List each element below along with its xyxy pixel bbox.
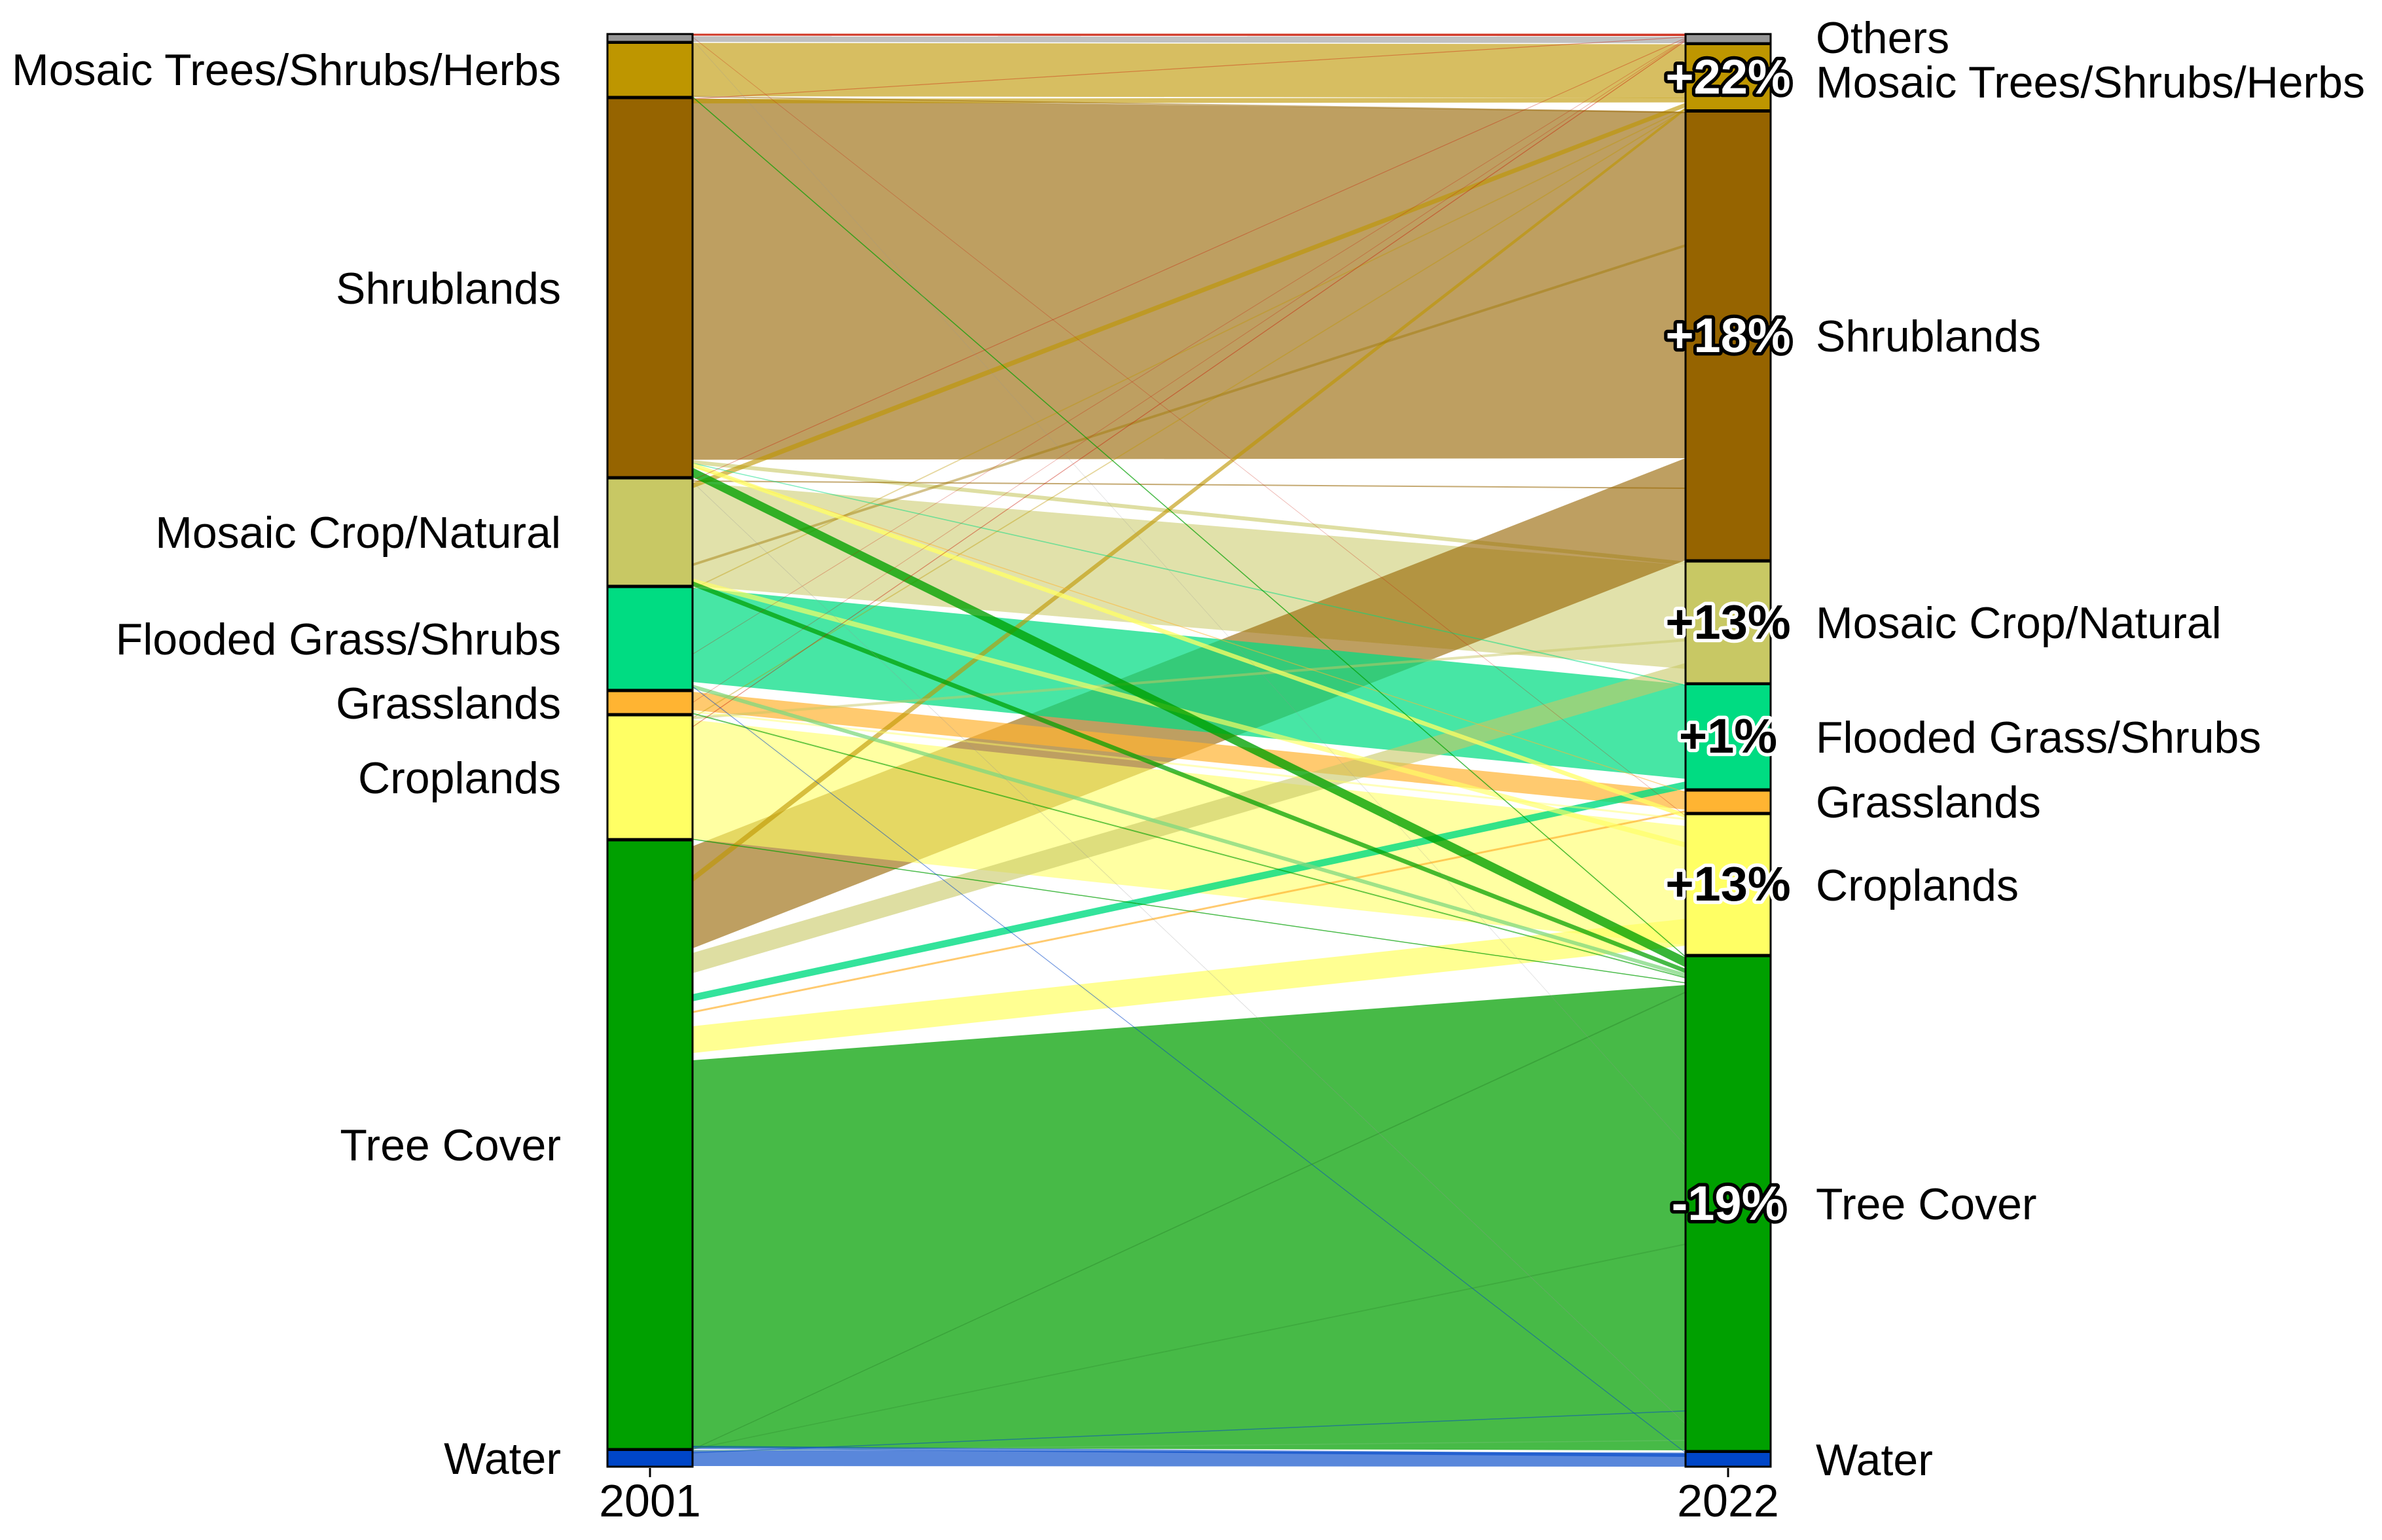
svg-text:Croplands: Croplands — [358, 753, 561, 803]
svg-text:2022: 2022 — [1677, 1475, 1779, 1526]
svg-text:+18%: +18% — [1665, 308, 1790, 363]
svg-text:Grasslands: Grasslands — [336, 679, 561, 728]
svg-text:Flooded Grass/Shrubs: Flooded Grass/Shrubs — [1816, 713, 2261, 762]
svg-text:Tree Cover: Tree Cover — [340, 1120, 561, 1170]
svg-text:Water: Water — [444, 1434, 561, 1484]
svg-text:+13%: +13% — [1665, 595, 1790, 649]
svg-text:Mosaic Trees/Shrubs/Herbs: Mosaic Trees/Shrubs/Herbs — [1816, 58, 2365, 107]
svg-text:+1%: +1% — [1679, 709, 1777, 763]
svg-text:Others: Others — [1816, 13, 1949, 63]
svg-text:+13%: +13% — [1665, 857, 1790, 911]
svg-text:Shrublands: Shrublands — [1816, 312, 2041, 361]
svg-text:Water: Water — [1816, 1435, 1933, 1485]
svg-text:Flooded Grass/Shrubs: Flooded Grass/Shrubs — [116, 615, 561, 664]
svg-text:-19%: -19% — [1672, 1176, 1785, 1230]
svg-text:Mosaic Crop/Natural: Mosaic Crop/Natural — [155, 508, 561, 558]
svg-text:Mosaic Trees/Shrubs/Herbs: Mosaic Trees/Shrubs/Herbs — [12, 45, 561, 95]
svg-text:2001: 2001 — [599, 1475, 701, 1526]
svg-text:Grasslands: Grasslands — [1816, 778, 2041, 827]
svg-text:Croplands: Croplands — [1816, 861, 2019, 910]
svg-text:+22%: +22% — [1665, 50, 1790, 104]
svg-text:Shrublands: Shrublands — [336, 264, 561, 313]
svg-text:Tree Cover: Tree Cover — [1816, 1179, 2037, 1229]
svg-text:Mosaic Crop/Natural: Mosaic Crop/Natural — [1816, 598, 2222, 648]
